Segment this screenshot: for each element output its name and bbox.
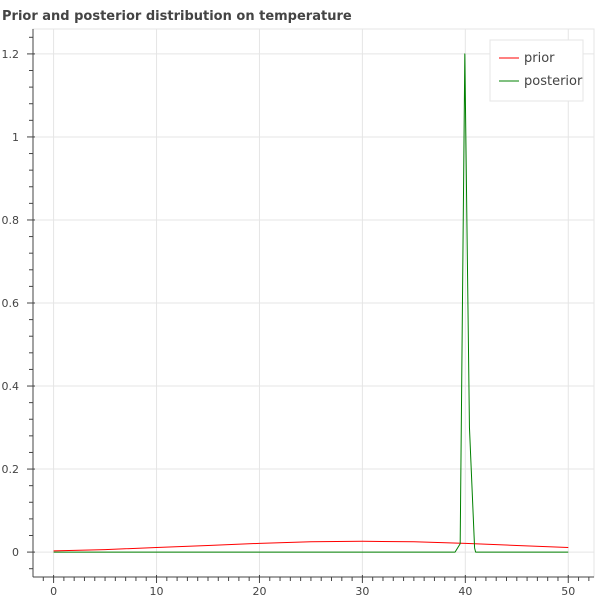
y-tick-label-0: 0 xyxy=(12,546,19,559)
grid xyxy=(33,29,594,577)
y-tick-label-2: 0.4 xyxy=(2,380,20,393)
y-tick-label-4: 0.8 xyxy=(2,214,20,227)
legend-posterior-label: posterior xyxy=(524,74,583,89)
x-tick-label-0: 0 xyxy=(50,585,57,598)
x-tick-label-30: 30 xyxy=(355,585,369,598)
series-line-posterior xyxy=(53,53,569,553)
x-tick-label-50: 50 xyxy=(561,585,575,598)
y-tick-label-5: 1 xyxy=(12,131,19,144)
x-tick-label-40: 40 xyxy=(458,585,472,598)
y-tick-label-3: 0.6 xyxy=(2,297,20,310)
y-tick-label-6: 1.2 xyxy=(2,48,20,61)
legend-prior-label: prior xyxy=(524,51,555,66)
x-tick-label-20: 20 xyxy=(252,585,266,598)
series-line-prior xyxy=(53,540,569,552)
chart-title: Prior and posterior distribution on temp… xyxy=(2,9,352,24)
series-lines xyxy=(53,53,569,553)
y-tick-label-1: 0.2 xyxy=(2,463,20,476)
axes: 0 10 20 30 40 50 0 0.2 0.4 0.6 0.8 1 1.2 xyxy=(2,29,594,598)
legend-box xyxy=(489,39,584,102)
x-tick-label-10: 10 xyxy=(150,585,164,598)
legend: prior posterior xyxy=(489,39,584,102)
